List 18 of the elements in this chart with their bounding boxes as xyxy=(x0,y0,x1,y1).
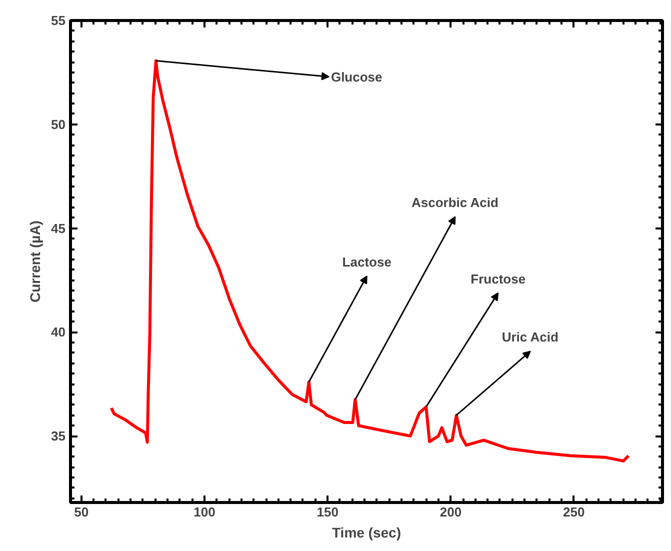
x-tick-label: 150 xyxy=(316,504,338,520)
x-tick-label: 250 xyxy=(563,504,585,520)
annotation: Glucose xyxy=(330,69,382,84)
y-tick-label: 40 xyxy=(51,324,66,340)
y-tick-label: 55 xyxy=(51,13,66,28)
x-axis-title: Time (sec) xyxy=(332,524,401,540)
y-tick-label: 35 xyxy=(51,428,66,444)
x-tick-label: 50 xyxy=(74,504,89,520)
y-axis-title: Current (µA) xyxy=(27,220,44,302)
annotation: Uric Acid xyxy=(502,330,558,345)
annotation: Lactose xyxy=(342,254,392,270)
annotation: Fructose xyxy=(470,271,526,286)
annotation: Ascorbic Acid xyxy=(411,195,498,210)
y-tick-label: 45 xyxy=(51,220,66,236)
line-series xyxy=(110,59,630,462)
x-tick-label: 100 xyxy=(194,504,216,520)
x-tick-label: 200 xyxy=(440,504,462,520)
y-tick-label: 50 xyxy=(51,116,66,132)
